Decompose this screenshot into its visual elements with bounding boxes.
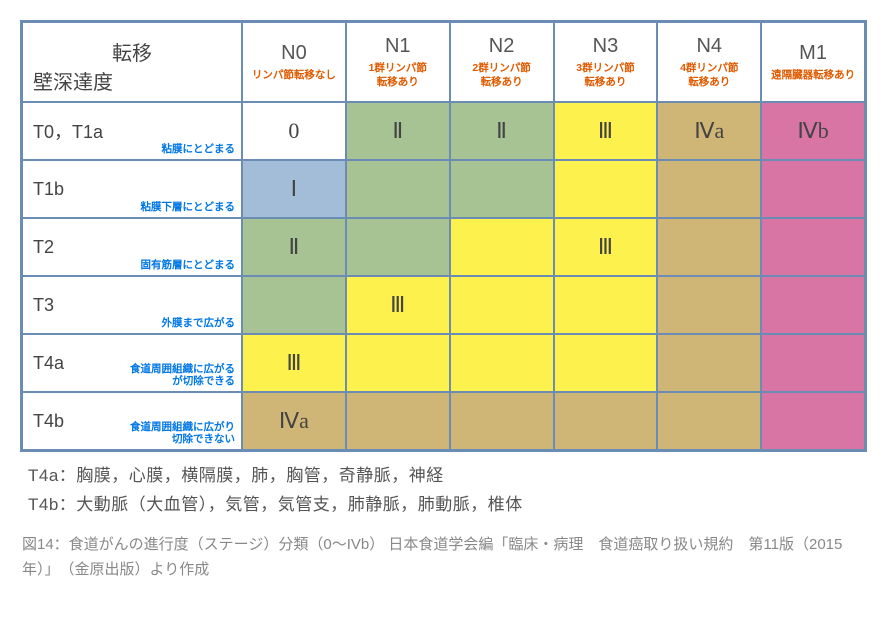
col-header-n0: N0 リンパ節転移なし bbox=[242, 22, 346, 102]
stage-cell bbox=[346, 392, 450, 450]
col-header-m1: M1 遠隔臓器転移あり bbox=[761, 22, 865, 102]
stage-cell: Ⅲ bbox=[554, 218, 658, 276]
stage-cell bbox=[346, 218, 450, 276]
stage-cell bbox=[657, 160, 761, 218]
stage-cell bbox=[450, 392, 554, 450]
col-header-n3: N3 3群リンパ節転移あり bbox=[554, 22, 658, 102]
footnotes: T4a：胸膜，心膜，横隔膜，肺，胸管，奇静脈，神経 T4b：大動脈（大血管），気… bbox=[20, 452, 867, 522]
row-header-t2: T2 固有筋層にとどまる bbox=[22, 218, 242, 276]
stage-cell bbox=[761, 334, 865, 392]
corner-top: 転移 bbox=[33, 37, 231, 66]
row-header-t0t1a: T0，T1a 粘膜にとどまる bbox=[22, 102, 242, 160]
row-header-t3: T3 外膜まで広がる bbox=[22, 276, 242, 334]
stage-cell: Ⅳa bbox=[242, 392, 346, 450]
stage-cell: Ⅳa bbox=[657, 102, 761, 160]
col-header-n4: N4 4群リンパ節転移あり bbox=[657, 22, 761, 102]
stage-cell bbox=[450, 334, 554, 392]
stage-cell bbox=[242, 276, 346, 334]
stage-cell: Ⅰ bbox=[242, 160, 346, 218]
stage-cell bbox=[346, 334, 450, 392]
figure-caption: 図14：食道がんの進行度（ステージ）分類（0～IVb） 日本食道学会編「臨床・病… bbox=[20, 522, 867, 593]
stage-cell: Ⅲ bbox=[346, 276, 450, 334]
stage-cell bbox=[450, 276, 554, 334]
row-header-t4a: T4a 食道周囲組織に広がるが切除できる bbox=[22, 334, 242, 392]
stage-cell: 0 bbox=[242, 102, 346, 160]
footnote-t4a: T4a：胸膜，心膜，横隔膜，肺，胸管，奇静脈，神経 bbox=[28, 462, 859, 491]
stage-cell bbox=[554, 334, 658, 392]
stage-cell bbox=[657, 276, 761, 334]
stage-cell bbox=[761, 160, 865, 218]
stage-cell bbox=[657, 334, 761, 392]
stage-cell: Ⅱ bbox=[346, 102, 450, 160]
stage-cell: Ⅱ bbox=[242, 218, 346, 276]
stage-cell bbox=[554, 392, 658, 450]
staging-table: 転移 壁深達度 N0 リンパ節転移なし N1 1群リンパ節転移あり N2 2群リ… bbox=[20, 20, 867, 452]
stage-cell: Ⅳb bbox=[761, 102, 865, 160]
stage-cell bbox=[346, 160, 450, 218]
corner-cell: 転移 壁深達度 bbox=[22, 22, 242, 102]
col-header-n2: N2 2群リンパ節転移あり bbox=[450, 22, 554, 102]
row-header-t4b: T4b 食道周囲組織に広がり切除できない bbox=[22, 392, 242, 450]
stage-cell: Ⅱ bbox=[450, 102, 554, 160]
stage-cell bbox=[761, 218, 865, 276]
stage-cell bbox=[450, 160, 554, 218]
stage-cell bbox=[554, 160, 658, 218]
stage-cell bbox=[761, 392, 865, 450]
footnote-t4b: T4b：大動脈（大血管），気管，気管支，肺静脈，肺動脈，椎体 bbox=[28, 491, 859, 520]
col-header-n1: N1 1群リンパ節転移あり bbox=[346, 22, 450, 102]
stage-cell bbox=[657, 218, 761, 276]
stage-cell: Ⅲ bbox=[554, 102, 658, 160]
corner-bot: 壁深達度 bbox=[33, 66, 231, 95]
stage-cell bbox=[657, 392, 761, 450]
stage-cell bbox=[450, 218, 554, 276]
row-header-t1b: T1b 粘膜下層にとどまる bbox=[22, 160, 242, 218]
stage-cell bbox=[554, 276, 658, 334]
stage-cell: Ⅲ bbox=[242, 334, 346, 392]
stage-cell bbox=[761, 276, 865, 334]
